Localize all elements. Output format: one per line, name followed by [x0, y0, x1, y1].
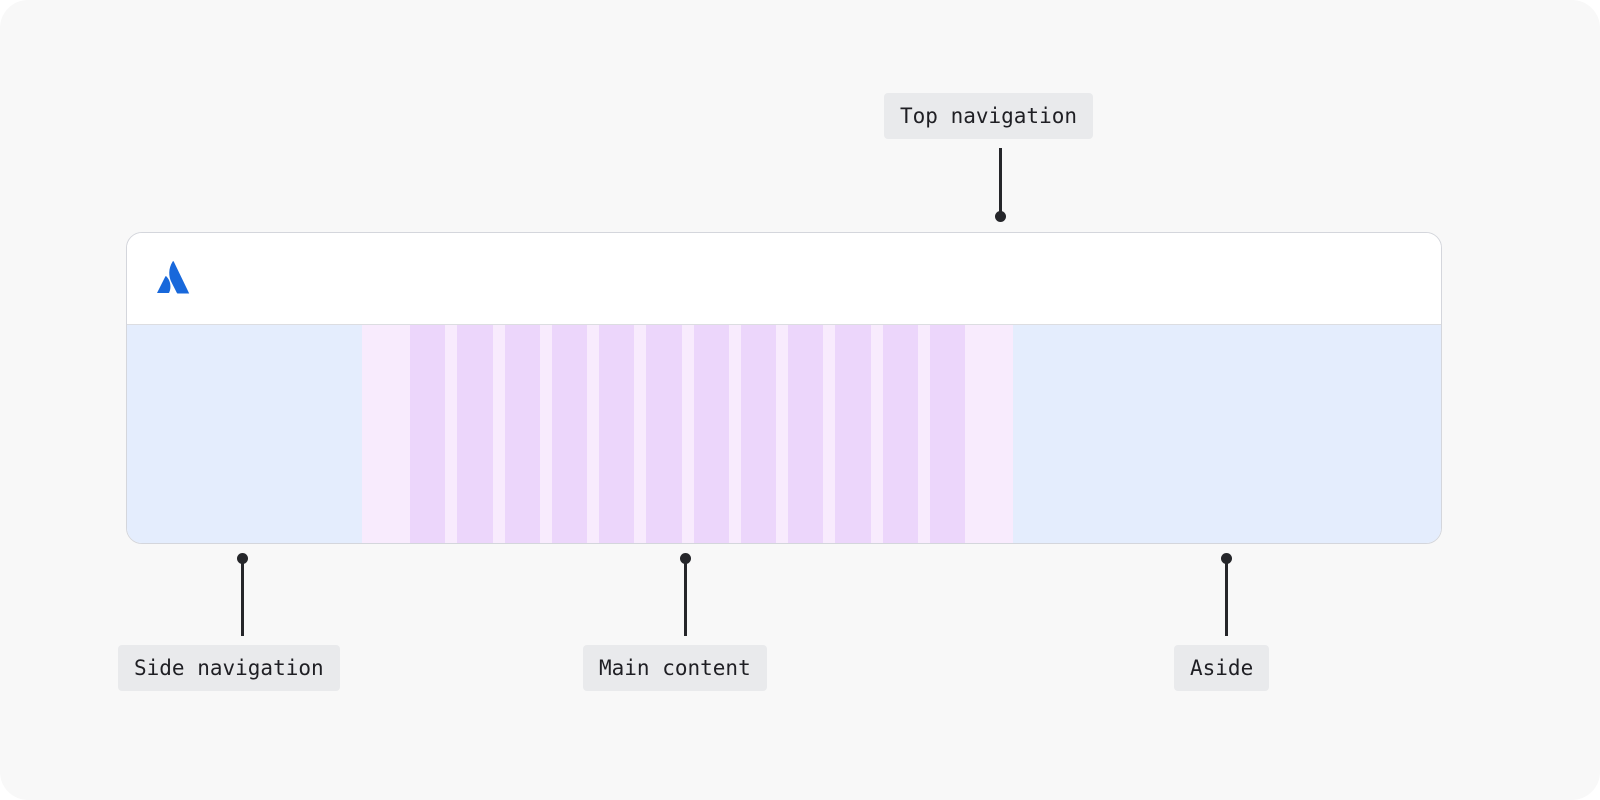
side-navigation-label: Side navigation [118, 645, 340, 691]
grid-column [740, 325, 776, 543]
main-content-label: Main content [583, 645, 767, 691]
side-navigation-region [127, 325, 362, 543]
grid-column [646, 325, 682, 543]
side-navigation-pointer [241, 558, 244, 636]
top-navigation-label: Top navigation [884, 93, 1094, 139]
grid-column [693, 325, 729, 543]
grid-column [410, 325, 446, 543]
top-navigation-pointer-dot [995, 211, 1006, 222]
top-navigation-pointer [999, 148, 1002, 216]
grid-column [788, 325, 824, 543]
aside-label: Aside [1174, 645, 1270, 691]
top-navigation-region [127, 233, 1441, 325]
atlassian-logo-icon [157, 261, 190, 294]
grid-column [551, 325, 587, 543]
main-content-region [362, 325, 1013, 543]
grid-column [835, 325, 871, 543]
aside-pointer [1225, 558, 1228, 636]
grid-column [882, 325, 918, 543]
grid-column [457, 325, 493, 543]
grid-column [504, 325, 540, 543]
layout-frame [126, 232, 1442, 544]
aside-region [1013, 325, 1441, 543]
grid-column [929, 325, 965, 543]
grid-column [599, 325, 635, 543]
main-content-pointer [684, 558, 687, 636]
